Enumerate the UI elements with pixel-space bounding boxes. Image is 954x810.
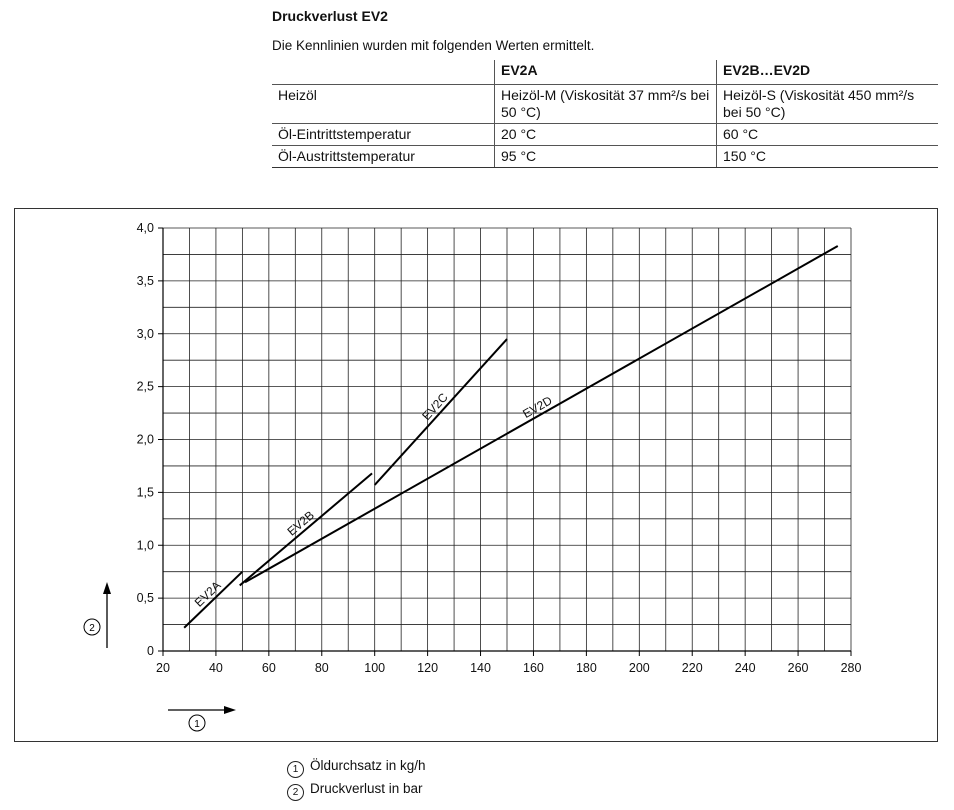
- x-indicator-circle: [188, 714, 206, 732]
- table-cell: Öl-Eintrittstemperatur: [272, 123, 495, 146]
- y-indicator-circle: [83, 618, 101, 636]
- x-tick-label: 220: [682, 661, 703, 675]
- y-tick-label: 2,5: [137, 380, 154, 394]
- x-tick-label: 20: [156, 661, 170, 675]
- table-row: Öl-Austrittstemperatur 95 °C 150 °C: [272, 145, 938, 168]
- x-tick-label: 280: [841, 661, 862, 675]
- axes: 20 40 60 80 100 120 140 160 180 200 220 240 260 280 0 0…: [137, 221, 862, 675]
- page-subtitle: Die Kennlinien wurden mit folgenden Wert…: [272, 38, 595, 53]
- table-cell: 150 °C: [716, 145, 938, 168]
- table-cell: 60 °C: [716, 123, 938, 146]
- x-tick-label: 140: [470, 661, 491, 675]
- x-tick-label: 260: [788, 661, 809, 675]
- x-indicator-mark: 1: [194, 719, 200, 730]
- y-tick-label: 4,0: [137, 221, 154, 235]
- x-tick-label: 80: [315, 661, 329, 675]
- table-header-cell: EV2A: [494, 60, 717, 85]
- y-tick-label: 2,0: [137, 433, 154, 447]
- arrow-up-icon: [103, 582, 111, 594]
- table-header-cell: [272, 60, 495, 85]
- table-cell: Heizöl: [272, 84, 495, 124]
- series-line-ev2d: [244, 245, 839, 584]
- table-row: Öl-Eintrittstemperatur 20 °C 60 °C: [272, 123, 938, 146]
- table-header-cell: EV2B…EV2D: [716, 60, 938, 85]
- series-line-ev2a: [183, 570, 244, 629]
- y-tick-label: 0: [147, 644, 154, 658]
- x-tick-label: 40: [209, 661, 223, 675]
- legend-text: Druckverlust in bar: [310, 781, 423, 796]
- legend-item-x: 1 Öldurchsatz in kg/h: [287, 758, 426, 778]
- legend-item-y: 2 Druckverlust in bar: [287, 781, 423, 801]
- axis-indicators: 12: [83, 582, 236, 732]
- x-tick-label: 60: [262, 661, 276, 675]
- x-tick-label: 200: [629, 661, 650, 675]
- table-cell: 20 °C: [494, 123, 717, 146]
- series-line-ev2c: [373, 338, 508, 486]
- x-tick-label: 100: [364, 661, 385, 675]
- y-indicator-mark: 2: [89, 623, 95, 634]
- table-cell: Öl-Austrittstemperatur: [272, 145, 495, 168]
- table-header-row: EV2A EV2B…EV2D: [272, 60, 938, 85]
- parameter-table: EV2A EV2B…EV2D Heizöl Heizöl-M (Viskosit…: [272, 60, 938, 168]
- x-tick-label: 120: [417, 661, 438, 675]
- y-tick-label: 3,0: [137, 327, 154, 341]
- pressure-loss-chart: 20 40 60 80 100 120 140 160 180 200 220 240 260 280 0 0…: [83, 221, 862, 732]
- table-cell: Heizöl-M (Viskosität 37 mm²/s bei 50 °C): [494, 84, 717, 124]
- x-tick-label: 240: [735, 661, 756, 675]
- legend-mark: 1: [287, 761, 304, 778]
- legend-mark: 2: [287, 784, 304, 801]
- grid: [162, 227, 852, 652]
- chart-frame: [14, 208, 938, 742]
- y-tick-label: 1,5: [137, 485, 154, 499]
- y-tick-label: 1,0: [137, 538, 154, 552]
- x-tick-label: 180: [576, 661, 597, 675]
- table-cell: Heizöl-S (Viskosität 450 mm²/s bei 50 °C…: [716, 84, 938, 124]
- page-title: Druckverlust EV2: [272, 8, 388, 24]
- arrow-right-icon: [224, 706, 236, 714]
- series-line-ev2b: [239, 472, 373, 587]
- table-cell: 95 °C: [494, 145, 717, 168]
- table-row: Heizöl Heizöl-M (Viskosität 37 mm²/s bei…: [272, 84, 938, 124]
- legend-text: Öldurchsatz in kg/h: [310, 758, 426, 773]
- x-tick-label: 160: [523, 661, 544, 675]
- y-tick-label: 3,5: [137, 274, 154, 288]
- y-tick-label: 0,5: [137, 591, 154, 605]
- series-lines: [183, 245, 839, 629]
